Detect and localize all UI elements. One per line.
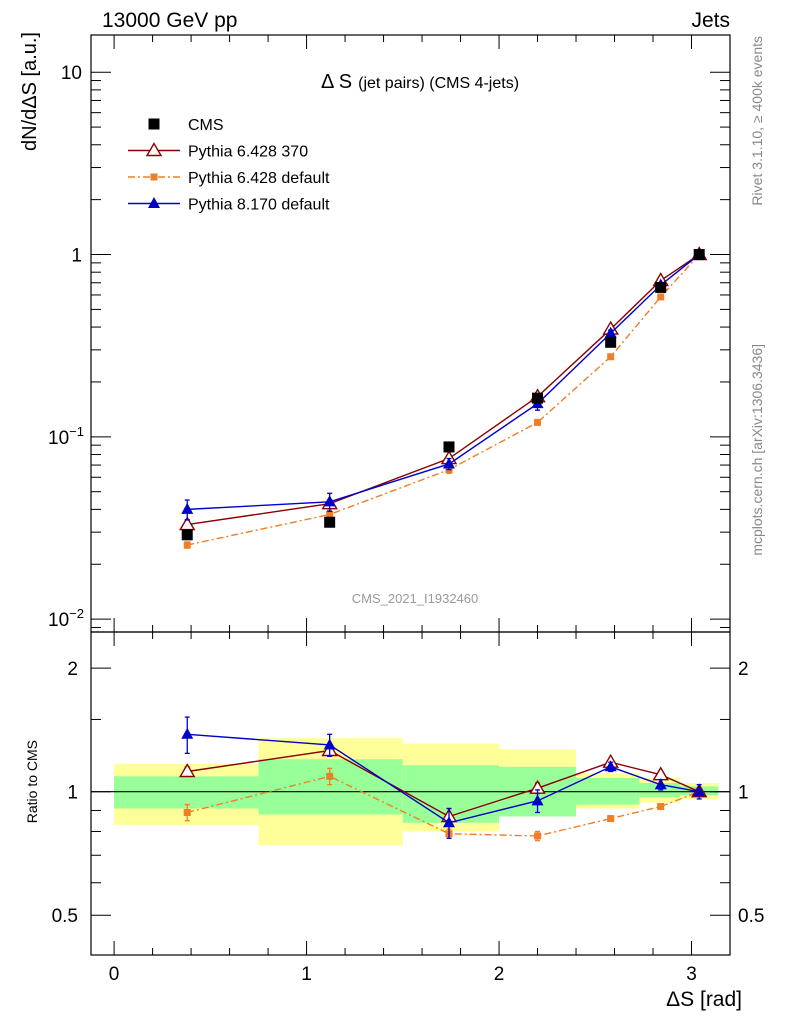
legend-label-cms: CMS [188, 117, 224, 134]
x-tick-label: 3 [686, 964, 697, 985]
main-series-cms [181, 249, 705, 541]
main-point-cms [443, 441, 455, 453]
band-inner [258, 759, 403, 815]
main-point-cms [693, 249, 705, 261]
mcplots-side-label: mcplots.cern.ch [arXiv:1306.3436] [749, 344, 765, 556]
legend-entry-pythia-6-428-default: Pythia 6.428 default [128, 170, 330, 187]
ratio-point-pythia-8-170-default [442, 816, 455, 828]
main-point-pythia-6-428-default [607, 353, 615, 361]
legend-marker-pythia-8-170-default [148, 197, 160, 208]
y-tick-label: 10−1 [48, 424, 84, 449]
main-line-pythia-6-428-default [187, 254, 700, 546]
ratio-series-pythia-8-170-default [181, 716, 706, 839]
ratio-point-pythia-8-170-default [323, 738, 336, 750]
plot-frames [90, 34, 731, 956]
legend-marker-pythia-6-428-default [150, 173, 158, 181]
xlabel: ΔS [rad] [666, 988, 742, 1011]
y-tick-label: 1 [71, 246, 82, 267]
ratio-point-pythia-6-428-default [657, 803, 665, 811]
legend: CMS Pythia 6.428 370 Pythia 6.428 default P… [128, 117, 330, 214]
ratio-ylabel: Ratio to CMS [24, 740, 40, 823]
ratio-point-pythia-6-428-default [534, 832, 542, 840]
ratio-y-tick-label: 2 [67, 659, 78, 680]
ratio-point-pythia-6-428-370 [179, 763, 196, 778]
legend-entry-pythia-6-428-370: Pythia 6.428 370 [128, 142, 308, 161]
main-point-cms [324, 516, 336, 528]
header-right-label: Jets [691, 9, 730, 32]
main-line-pythia-6-428-370 [187, 253, 700, 526]
main-series-pythia-6-428-default [183, 251, 703, 549]
x-tick-label: 0 [109, 964, 120, 985]
ratio-point-pythia-8-170-default [693, 785, 706, 797]
header-left-label: 13000 GeV pp [102, 9, 237, 32]
legend-entry-pythia-8-170-default: Pythia 8.170 default [128, 197, 330, 214]
main-point-pythia-6-428-default [657, 293, 665, 301]
ratio-y-tick-label-right: 0.5 [738, 906, 764, 927]
legend-marker-pythia-6-428-370 [145, 142, 163, 157]
main-point-pythia-8-170-default [604, 326, 617, 338]
rivet-side-label: Rivet 3.1.10, ≥ 400k events [749, 36, 765, 206]
legend-label-pythia-6-428-default: Pythia 6.428 default [188, 170, 330, 187]
main-point-pythia-6-428-default [183, 541, 191, 549]
x-tick-label: 1 [301, 964, 312, 985]
y-tick-label: 10−2 [48, 606, 84, 631]
main-series-pythia-8-170-default [181, 248, 706, 521]
main-line-pythia-8-170-default [187, 253, 700, 511]
ratio-y-tick-label-right: 2 [738, 659, 749, 680]
plot-title-main: Δ S [321, 71, 352, 93]
y-tick-label: 10 [61, 63, 82, 84]
main-point-cms [532, 392, 544, 404]
ratio-point-pythia-6-428-default [183, 808, 191, 816]
main-ylabel: dN/dΔS [a.u.] [19, 32, 41, 151]
main-point-cms [655, 281, 667, 293]
ratio-y-tick-label: 1 [67, 783, 78, 804]
ratio-point-pythia-6-428-default [326, 772, 334, 780]
main-point-pythia-6-428-default [326, 510, 334, 518]
ratio-point-pythia-6-428-default [607, 815, 615, 823]
main-point-cms [605, 336, 617, 348]
main-point-pythia-8-170-default [323, 495, 336, 507]
ratio-point-pythia-8-170-default [531, 794, 544, 806]
legend-entry-cms: CMS [148, 117, 224, 134]
legend-marker-cms [148, 118, 160, 130]
plot-title: Δ S (jet pairs) (CMS 4-jets) [321, 71, 519, 93]
main-series-pythia-6-428-370 [179, 246, 708, 531]
ratio-y-tick-label: 0.5 [52, 906, 78, 927]
watermark-label: CMS_2021_I1932460 [352, 591, 479, 606]
main-point-pythia-8-170-default [181, 502, 194, 514]
x-tick-label: 2 [494, 964, 505, 985]
main-point-pythia-8-170-default [442, 457, 455, 469]
legend-label-pythia-8-170-default: Pythia 8.170 default [188, 197, 330, 214]
ratio-point-pythia-8-170-default [654, 778, 667, 790]
legend-label-pythia-6-428-370: Pythia 6.428 370 [188, 144, 308, 161]
axis-ticks: 0 1 2 3 10−2 10−1 1 10 0.5 0.5 1 1 2 2 [48, 35, 764, 985]
band-inner [114, 776, 259, 809]
ratio-y-tick-label-right: 1 [738, 783, 749, 804]
chart-text: 13000 GeV pp Jets Δ S (jet pairs) (CMS 4-… [19, 9, 765, 1011]
main-point-cms [181, 529, 193, 541]
ratio-point-pythia-8-170-default [604, 760, 617, 772]
plot-title-sub: (jet pairs) (CMS 4-jets) [358, 75, 519, 92]
ratio-point-pythia-8-170-default [181, 727, 194, 739]
data-series [179, 246, 708, 842]
main-point-pythia-6-428-default [534, 418, 542, 426]
ratio-frame [90, 631, 731, 956]
